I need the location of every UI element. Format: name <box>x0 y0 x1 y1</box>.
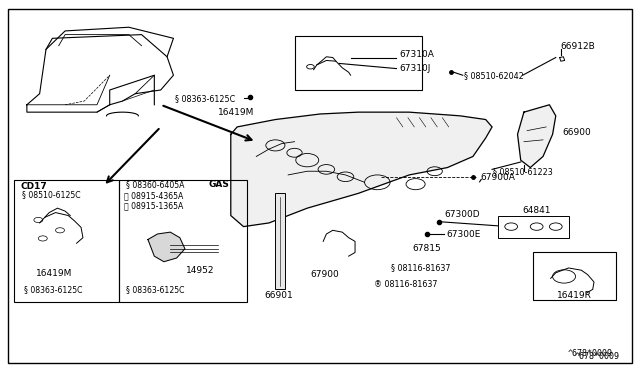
Text: 67900A: 67900A <box>481 173 515 182</box>
Polygon shape <box>275 193 285 289</box>
Text: 67900: 67900 <box>310 270 339 279</box>
Text: 66912B: 66912B <box>561 42 596 51</box>
Text: ® 08116-81637: ® 08116-81637 <box>374 280 438 289</box>
Text: GAS: GAS <box>209 180 229 189</box>
Bar <box>14 180 119 302</box>
Text: § 08510-61223: § 08510-61223 <box>493 167 553 176</box>
Text: 67310A: 67310A <box>399 51 435 60</box>
Text: 67815: 67815 <box>412 244 441 253</box>
Text: Ⓥ 08915-1365A: Ⓥ 08915-1365A <box>124 202 183 211</box>
Text: 16419R: 16419R <box>557 291 593 299</box>
Bar <box>499 215 568 238</box>
Text: Ⓥ 08915-4365A: Ⓥ 08915-4365A <box>124 192 183 201</box>
Text: 64841: 64841 <box>522 206 551 215</box>
Text: 67300E: 67300E <box>446 230 481 239</box>
Text: 66900: 66900 <box>562 128 591 137</box>
Bar <box>119 180 246 302</box>
Polygon shape <box>231 112 492 227</box>
Text: ^678*0009: ^678*0009 <box>575 352 620 361</box>
Text: § 08510-62042: § 08510-62042 <box>464 71 524 80</box>
Text: 16419M: 16419M <box>218 108 255 117</box>
Text: 67310J: 67310J <box>399 64 431 73</box>
Text: CD17: CD17 <box>20 182 47 191</box>
Text: § 08510-6125C: § 08510-6125C <box>22 190 81 199</box>
Text: § 08363-6125C: § 08363-6125C <box>125 285 184 294</box>
Text: 67300D: 67300D <box>444 210 480 219</box>
Polygon shape <box>518 105 556 167</box>
Text: § 08116-81637: § 08116-81637 <box>392 263 451 272</box>
Text: § 08363-6125C: § 08363-6125C <box>175 94 235 103</box>
Bar <box>294 36 422 90</box>
Bar <box>534 253 616 301</box>
Text: § 08363-6125C: § 08363-6125C <box>24 285 82 294</box>
Text: ^678*0009: ^678*0009 <box>568 349 613 358</box>
Text: 14952: 14952 <box>186 266 214 275</box>
Text: 66901: 66901 <box>264 291 293 299</box>
Text: 16419M: 16419M <box>36 269 73 278</box>
Polygon shape <box>148 232 185 262</box>
Text: § 08360-6405A: § 08360-6405A <box>126 180 185 189</box>
